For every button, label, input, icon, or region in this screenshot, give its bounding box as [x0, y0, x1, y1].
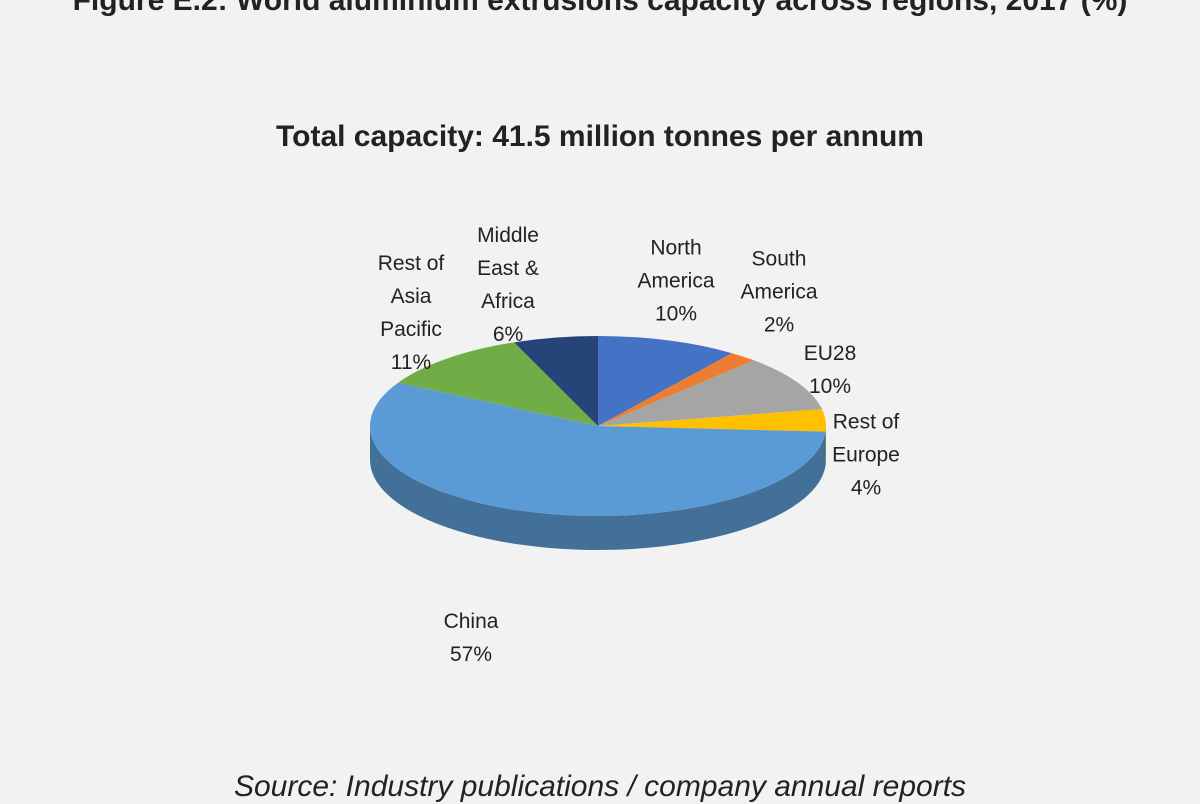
value-label: 10%: [628, 298, 724, 331]
category-label: EU28: [782, 337, 878, 370]
category-label: Rest of Asia Pacific: [363, 247, 459, 346]
value-label: 6%: [460, 318, 556, 351]
category-label: China: [423, 605, 519, 638]
category-label: South America: [731, 243, 827, 309]
value-label: 57%: [423, 638, 519, 671]
category-label: Rest of Europe: [818, 406, 914, 472]
value-label: 4%: [818, 472, 914, 505]
category-label: North America: [628, 232, 724, 298]
value-label: 10%: [782, 370, 878, 403]
value-label: 11%: [363, 346, 459, 379]
source-note: Source: Industry publications / company …: [0, 770, 1200, 804]
category-label: Middle East & Africa: [460, 219, 556, 318]
